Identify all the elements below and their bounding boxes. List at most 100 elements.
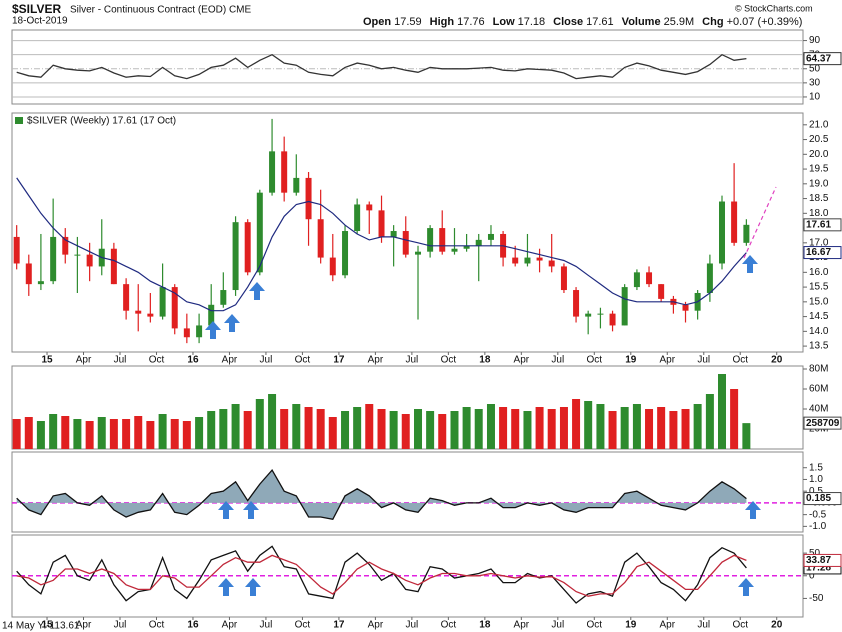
candle-body (50, 236, 57, 282)
volume-bar (207, 411, 216, 449)
y-tick-label: 90 (809, 35, 821, 46)
candle-body (86, 254, 93, 267)
y-tick-label: 15.0 (809, 296, 829, 307)
quote-value: 17.76 (457, 16, 485, 28)
volume-bar (36, 421, 45, 449)
y-tick-label: 15.5 (809, 282, 829, 293)
y-tick-label: 20.5 (809, 134, 829, 145)
volume-bar (438, 414, 447, 449)
x-tick-label: Oct (441, 620, 457, 631)
quote-value: 17.61 (586, 16, 614, 28)
volume-bar (158, 414, 167, 449)
quote-label: Low (493, 16, 515, 28)
candle-body (256, 192, 263, 273)
line-series (16, 53, 747, 80)
volume-bar (596, 404, 605, 449)
y-tick-label: 19.5 (809, 164, 829, 175)
volume-bar (341, 411, 350, 449)
candle-body (597, 313, 604, 315)
candle-body (378, 210, 385, 237)
candle-body (402, 231, 409, 255)
y-tick-label: 13.5 (809, 341, 829, 352)
y-tick-label: 18.0 (809, 208, 829, 219)
y-tick-label: 40M (809, 404, 828, 415)
candle-body (13, 236, 20, 264)
y-tick-label: 50 (809, 548, 821, 559)
volume-bar (669, 411, 678, 449)
moving-average (16, 177, 747, 312)
x-tick-label: Apr (76, 620, 92, 631)
line-series (16, 554, 747, 597)
y-tick-label: 19.0 (809, 178, 829, 189)
x-tick-label: Apr (514, 620, 530, 631)
volume-bar (122, 419, 131, 449)
volume-bar (718, 374, 727, 449)
value-tag-label: 16.67 (806, 247, 831, 258)
candle-body (305, 177, 312, 220)
volume-bar (328, 417, 337, 449)
candle-body (317, 219, 324, 258)
line-series (16, 545, 747, 604)
volume-bar (535, 407, 544, 449)
candle-body (658, 284, 665, 299)
volume-bar (292, 404, 301, 449)
volume-bar (450, 411, 459, 449)
volume-bar (632, 404, 641, 449)
volume-bar (85, 421, 94, 449)
volume-bar (97, 417, 106, 449)
volume-bar (219, 409, 228, 449)
x-tick-label: 19 (625, 355, 637, 366)
volume-bar (742, 423, 751, 449)
quote-label: High (430, 16, 455, 28)
x-tick-label: Apr (222, 620, 238, 631)
volume-bar (474, 409, 483, 449)
x-tick-label: 19 (625, 620, 637, 631)
candle-body (548, 260, 555, 267)
candle-body (524, 257, 531, 264)
x-tick-label: Jul (260, 620, 273, 631)
candle-body (609, 313, 616, 326)
candle-body (731, 201, 738, 243)
volume-bar (353, 407, 362, 449)
x-tick-label: Jul (551, 355, 564, 366)
volume-bar (693, 404, 702, 449)
x-tick-label: Jul (114, 355, 127, 366)
x-tick-label: Jul (551, 620, 564, 631)
y-tick-label: 30 (809, 77, 821, 88)
x-tick-label: Jul (697, 620, 710, 631)
quote-value: 17.59 (394, 16, 422, 28)
candle-body (427, 228, 434, 252)
candle-body (37, 281, 44, 285)
volume-bar (304, 407, 313, 449)
volume-bar (620, 407, 629, 449)
x-tick-label: Jul (405, 620, 418, 631)
x-tick-label: 16 (187, 620, 199, 631)
y-tick-label: 80M (809, 364, 828, 375)
candle-body (439, 228, 446, 252)
x-tick-label: Apr (222, 355, 238, 366)
volume-bar (109, 419, 118, 449)
volume-bar (182, 421, 191, 449)
value-tag-label: 17.61 (806, 219, 831, 230)
volume-bar (243, 411, 252, 449)
candle-body (196, 325, 203, 338)
y-tick-label: 10 (809, 92, 821, 103)
cursor-readout: 14 May Y:-113.61 (2, 621, 80, 632)
candle-body (706, 263, 713, 293)
quote-value: 25.9M (664, 16, 695, 28)
x-tick-label: Oct (149, 355, 165, 366)
volume-bar (316, 409, 325, 449)
y-tick-label: 1.0 (809, 474, 823, 485)
y-tick-label: 0.5 (809, 486, 823, 497)
candle-body (536, 257, 543, 261)
credit: © StockCharts.com (735, 3, 813, 13)
volume-bar (49, 414, 58, 449)
volume-bar (523, 411, 532, 449)
volume-bar (12, 419, 21, 449)
volume-bar (426, 411, 435, 449)
x-tick-label: Oct (441, 355, 457, 366)
quote-label: Open (363, 16, 391, 28)
quote-label: Chg (702, 16, 723, 28)
